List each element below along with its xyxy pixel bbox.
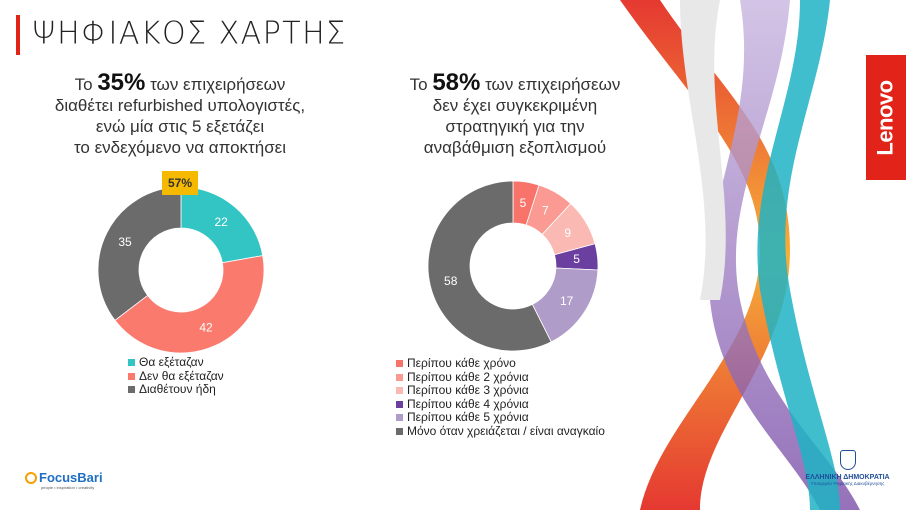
legend-label: Περίπου κάθε 2 χρόνια: [407, 369, 529, 384]
legend-item: Περίπου κάθε 5 χρόνια: [396, 410, 605, 425]
legend-item: Περίπου κάθε 3 χρόνια: [396, 383, 605, 398]
legend-item: Θα εξέταζαν: [128, 355, 224, 370]
lenovo-logo: Lenovo: [866, 55, 906, 180]
legend-swatch: [128, 359, 135, 367]
total-badge: 57%: [162, 171, 198, 195]
data-label: 7: [542, 204, 549, 218]
legend-label: Μόνο όταν χρειάζεται / είναι αναγκαίο: [407, 423, 605, 438]
legend-item: Μόνο όταν χρειάζεται / είναι αναγκαίο: [396, 423, 605, 439]
left-headline: Το 35% των επιχειρήσεων διαθέτει refurbi…: [54, 69, 306, 158]
legend-swatch: [396, 427, 403, 435]
legend-label: Θα εξέταζαν: [139, 355, 204, 369]
legend-label: Περίπου κάθε 3 χρόνια: [407, 383, 529, 397]
donut-slice: [114, 255, 265, 354]
donut-chart-refurbished: 22 42 35: [97, 186, 265, 354]
legend-left: Θα εξέταζαν Δεν θα εξέταζαν Διαθέτουν ήδη: [128, 355, 224, 397]
data-label: 5: [520, 196, 527, 210]
legend-item: Δεν θα εξέταζαν: [128, 368, 224, 384]
legend-swatch: [128, 372, 135, 380]
data-label: 17: [560, 294, 574, 308]
legend-label: Περίπου κάθε 5 χρόνια: [407, 410, 529, 424]
donut-slice: [427, 180, 552, 352]
coat-of-arms-icon: [839, 450, 856, 470]
legend-item: Περίπου κάθε χρόνο: [396, 356, 605, 371]
legend-swatch: [396, 360, 403, 368]
right-headline: Το 58% των επιχειρήσεων δεν έχει συγκεκρ…: [409, 69, 621, 158]
legend-swatch: [396, 400, 403, 408]
data-label: 58: [444, 274, 458, 288]
legend-item: Περίπου κάθε 4 χρόνια: [396, 396, 605, 412]
legend-item: Περίπου κάθε 2 χρόνια: [396, 369, 605, 385]
legend-label: Περίπου κάθε 4 χρόνια: [407, 396, 529, 411]
legend-swatch: [128, 386, 135, 394]
data-label: 22: [214, 215, 228, 229]
title-accent-bar: [16, 15, 20, 55]
legend-swatch: [396, 373, 403, 381]
legend-right: Περίπου κάθε χρόνο Περίπου κάθε 2 χρόνια Π…: [396, 356, 605, 439]
donut-slice: [180, 186, 264, 264]
data-label: 9: [564, 226, 571, 240]
data-label: 5: [573, 252, 580, 266]
legend-swatch: [396, 387, 403, 395]
legend-swatch: [396, 414, 403, 422]
legend-label: Περίπου κάθε χρόνο: [407, 356, 516, 370]
focusbari-logo: FocusBari people • inspiration • creativ…: [25, 470, 103, 490]
legend-label: Διαθέτουν ήδη: [139, 382, 216, 396]
page-title: ΨΗΦΙΑΚΟΣ ΧΑΡΤΗΣ: [32, 15, 347, 52]
legend-label: Δεν θα εξέταζαν: [139, 368, 224, 383]
legend-item: Διαθέτουν ήδη: [128, 382, 224, 397]
data-label: 35: [118, 235, 132, 249]
data-label: 42: [199, 320, 213, 334]
hellenic-republic-logo: ΕΛΛΗΝΙΚΗ ΔΗΜΟΚΡΑΤΙΑ Υπουργείο Ψηφιακής Δ…: [795, 450, 900, 486]
